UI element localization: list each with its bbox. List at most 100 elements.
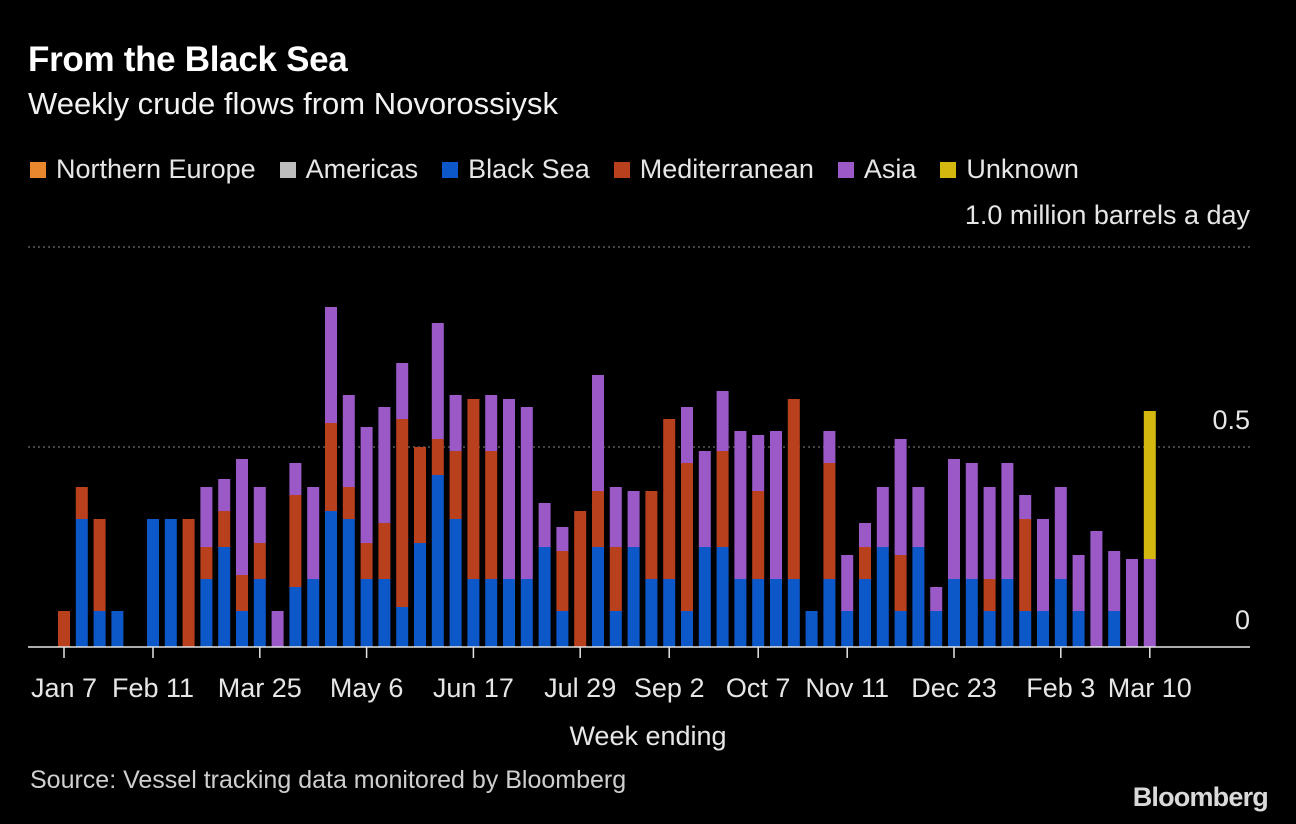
bar-segment-mediterranean: [396, 419, 409, 607]
x-tick-label: Jan 7: [31, 673, 97, 703]
bar-segment-black-sea: [965, 579, 978, 647]
bar-segment-black-sea: [894, 611, 907, 647]
bar-segment-asia: [449, 395, 462, 451]
bar-segment-mediterranean: [342, 487, 355, 519]
bar-segment-asia: [681, 407, 693, 463]
bar-segment-mediterranean: [378, 523, 391, 579]
x-tick-label: Dec 23: [911, 673, 997, 703]
bar-segment-asia: [1019, 495, 1032, 519]
bar-segment-black-sea: [467, 579, 480, 647]
bar-segment-asia: [1072, 555, 1085, 611]
bar-segment-mediterranean: [289, 495, 302, 587]
bar-segment-asia: [520, 407, 533, 579]
bar-segment-asia: [859, 523, 871, 547]
legend-item-mediterranean: Mediterranean: [613, 154, 814, 185]
y-tick-label: 0.5: [1212, 405, 1250, 435]
bar-segment-mediterranean: [93, 519, 106, 611]
bar-segment-asia: [592, 375, 604, 491]
bar-segment-asia: [698, 451, 711, 547]
legend-label: Northern Europe: [56, 154, 256, 184]
bar-segment-black-sea: [431, 475, 444, 647]
bar-segment-mediterranean: [236, 575, 248, 611]
legend-label: Black Sea: [468, 154, 590, 184]
bar-segment-black-sea: [538, 547, 551, 647]
bar-segment-black-sea: [556, 611, 569, 647]
bar-segment-black-sea: [360, 579, 373, 647]
bar-segment-black-sea: [663, 579, 676, 647]
bar-segment-black-sea: [236, 611, 248, 647]
bar-segment-black-sea: [75, 519, 88, 647]
x-tick-label: Feb 3: [1026, 673, 1095, 703]
x-tick-label: Mar 25: [218, 673, 302, 703]
bar-segment-asia: [876, 487, 889, 547]
bar-segment-black-sea: [503, 579, 515, 647]
bar-segment-mediterranean: [75, 487, 88, 519]
bar-segment-mediterranean: [859, 547, 871, 579]
legend-swatch: [940, 161, 957, 178]
x-tick-label: May 6: [330, 673, 404, 703]
bar-segment-black-sea: [592, 547, 604, 647]
bar-segment-asia: [823, 431, 836, 463]
bar-segment-black-sea: [983, 611, 996, 647]
bar-segment-asia: [716, 391, 729, 451]
bar-segment-asia: [1108, 551, 1121, 611]
bar-segment-asia: [770, 431, 782, 579]
bar-segment-black-sea: [378, 579, 391, 647]
x-tick-label: Feb 11: [112, 673, 194, 703]
bar-segment-mediterranean: [218, 511, 231, 547]
legend-label: Mediterranean: [639, 154, 814, 184]
bar-segment-mediterranean: [681, 463, 693, 611]
bar-segment-black-sea: [342, 519, 355, 647]
bar-segment-black-sea: [1072, 611, 1085, 647]
x-tick-label: Mar 10: [1108, 673, 1192, 703]
y-tick-label: 0: [1235, 605, 1250, 635]
bar-segment-asia: [253, 487, 266, 543]
bar-segment-asia: [289, 463, 302, 495]
bar-segment-black-sea: [627, 547, 640, 647]
legend-swatch: [837, 161, 854, 178]
bar-segment-mediterranean: [983, 579, 996, 611]
bar-segment-black-sea: [752, 579, 765, 647]
source-note: Source: Vessel tracking data monitored b…: [30, 766, 627, 794]
bar-segment-black-sea: [111, 611, 124, 647]
bar-segment-asia: [930, 587, 943, 611]
x-tick-label: Oct 7: [726, 673, 791, 703]
bar-segment-black-sea: [164, 519, 177, 647]
bar-segment-mediterranean: [574, 511, 587, 647]
bar-segment-asia: [396, 363, 409, 419]
bar-segment-asia: [1037, 519, 1049, 611]
bar-segment-mediterranean: [431, 439, 444, 475]
bar-segment-black-sea: [1108, 611, 1121, 647]
bar-segment-asia: [894, 439, 907, 555]
bar-segment-black-sea: [930, 611, 943, 647]
bar-segment-black-sea: [841, 611, 854, 647]
bar-segment-mediterranean: [182, 519, 195, 647]
bar-segment-mediterranean: [485, 451, 498, 579]
bar-segment-black-sea: [289, 587, 302, 647]
bloomberg-logo: Bloomberg: [1132, 782, 1269, 812]
bar-segment-mediterranean: [609, 547, 622, 611]
legend-item-northern-europe: Northern Europe: [30, 154, 256, 185]
x-axis-title: Week ending: [569, 721, 726, 751]
bar-segment-black-sea: [520, 579, 533, 647]
bar-segment-black-sea: [200, 579, 213, 647]
bar-segment-asia: [431, 323, 444, 439]
bar-segment-black-sea: [396, 607, 409, 647]
bar-segment-black-sea: [734, 579, 747, 647]
bar-segment-asia: [1126, 559, 1138, 647]
bar-segment-mediterranean: [823, 463, 836, 579]
bar-segment-asia: [200, 487, 213, 547]
bar-segment-asia: [983, 487, 996, 579]
bar-segment-mediterranean: [894, 555, 907, 611]
bar-segment-asia: [325, 307, 337, 423]
bar-segment-mediterranean: [200, 547, 213, 579]
bar-segment-mediterranean: [58, 611, 70, 647]
legend-item-americas: Americas: [279, 154, 418, 185]
bar-segment-black-sea: [698, 547, 711, 647]
bar-segment-asia: [1054, 487, 1067, 579]
bar-segment-mediterranean: [467, 399, 480, 579]
bar-segment-asia: [556, 527, 569, 551]
bar-segment-asia: [378, 407, 391, 523]
bar-segment-asia: [609, 487, 622, 547]
